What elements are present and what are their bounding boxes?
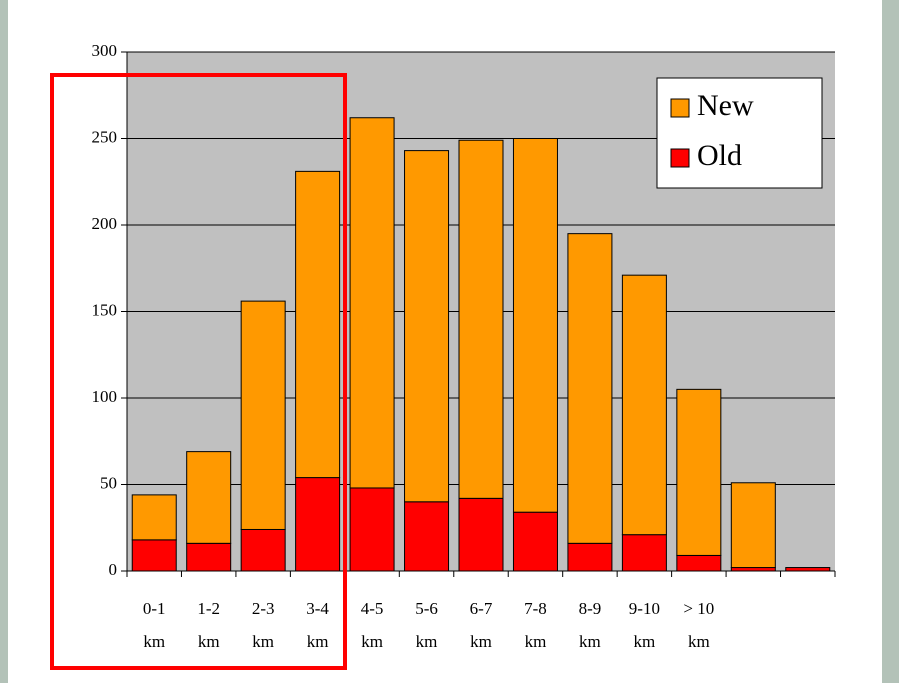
x-tick-label: 1-2 km	[197, 599, 220, 651]
bar-segment	[295, 170, 341, 479]
bar-segment	[730, 482, 776, 569]
x-tick-label-line: 6-7	[470, 599, 493, 618]
x-tick-label-line: 7-8	[524, 599, 547, 618]
x-tick-label: 0-1 km	[143, 599, 166, 651]
x-tick-label-line: km	[143, 632, 165, 651]
y-tick-label: 300	[92, 41, 118, 60]
x-tick-label-line: km	[579, 632, 601, 651]
bar-segment	[349, 117, 395, 489]
x-tick-label-line: 4-5	[361, 599, 384, 618]
legend-label: Old	[697, 139, 742, 172]
bar-segment	[404, 501, 450, 572]
bar-segment	[512, 511, 558, 572]
x-tick-label-line: km	[634, 632, 656, 651]
x-tick-label-line: 5-6	[415, 599, 438, 618]
bar-segment	[186, 542, 232, 572]
x-tick-label-line: 2-3	[252, 599, 275, 618]
x-tick-label-line: km	[525, 632, 547, 651]
legend-box	[656, 77, 823, 189]
bar-segment	[186, 451, 232, 544]
bar-segment	[404, 150, 450, 503]
x-tick-label-line: km	[416, 632, 438, 651]
bar-segment	[676, 554, 722, 572]
highlight-box	[50, 73, 347, 670]
y-tick-label: 150	[92, 300, 118, 319]
x-tick-label-line: > 10	[683, 599, 714, 618]
bar-segment	[621, 274, 667, 536]
bar-segment	[131, 539, 177, 572]
x-tick-label: 4-5 km	[361, 599, 384, 651]
y-tick-label: 0	[109, 560, 118, 579]
x-tick-label-line: km	[307, 632, 329, 651]
x-tick-label: 8-9 km	[579, 599, 602, 651]
x-tick-label-line: km	[198, 632, 220, 651]
x-tick-label: 6-7 km	[470, 599, 493, 651]
x-tick-label: 2-3 km	[252, 599, 275, 651]
x-tick-label-line: km	[688, 632, 710, 651]
bar-segment	[295, 477, 341, 572]
x-tick-label: > 10 km	[683, 599, 714, 651]
bar-segment	[512, 138, 558, 513]
bar-segment	[458, 139, 504, 499]
x-tick-label-line: 0-1	[143, 599, 166, 618]
x-tick-label-line: km	[252, 632, 274, 651]
y-tick-label: 100	[92, 387, 118, 406]
bar-segment	[621, 534, 667, 572]
bar-segment	[240, 300, 286, 530]
bar-segment	[458, 497, 504, 572]
x-tick-label-line: 1-2	[197, 599, 220, 618]
x-tick-label-line: km	[470, 632, 492, 651]
bar-segment	[567, 542, 613, 572]
x-tick-label-line: 8-9	[579, 599, 602, 618]
bar-segment	[730, 567, 776, 572]
y-tick-label: 50	[100, 473, 117, 492]
x-tick-label-line: km	[361, 632, 383, 651]
bar-segment	[240, 528, 286, 572]
x-tick-label-line: 3-4	[306, 599, 329, 618]
bar-segment	[131, 494, 177, 541]
bar-segment	[349, 487, 395, 572]
bar-segment	[676, 388, 722, 556]
x-tick-label: 3-4 km	[306, 599, 329, 651]
y-tick-label: 200	[92, 214, 118, 233]
x-tick-label: 7-8 km	[524, 599, 547, 651]
bar-segment	[785, 567, 831, 572]
legend-swatch	[670, 148, 690, 168]
legend-swatch	[670, 98, 690, 118]
y-tick-label: 250	[92, 127, 118, 146]
x-tick-label: 9-10 km	[629, 599, 660, 651]
bar-segment	[567, 233, 613, 544]
legend-label: New	[697, 89, 754, 122]
x-tick-label: 5-6 km	[415, 599, 438, 651]
x-tick-label-line: 9-10	[629, 599, 660, 618]
